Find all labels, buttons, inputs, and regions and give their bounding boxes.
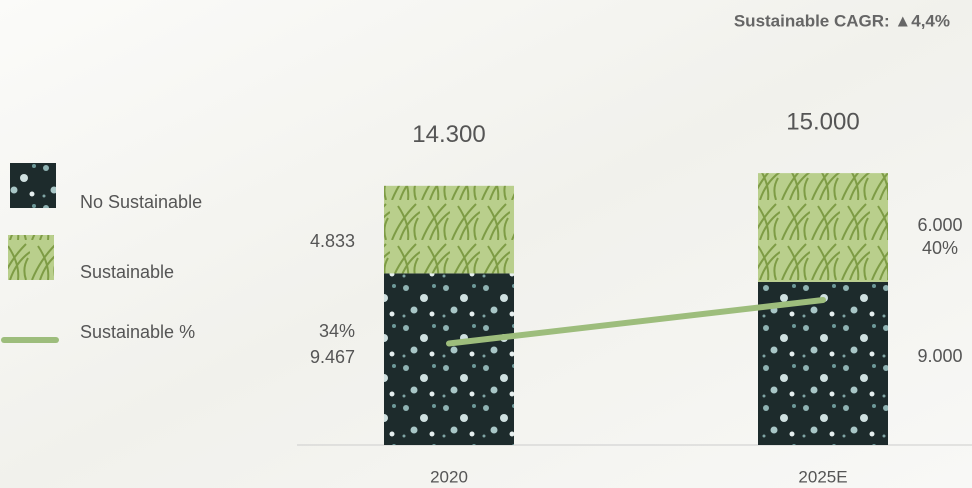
cagr-annotation: Sustainable CAGR: ▲4,4% <box>734 11 950 30</box>
percent-line <box>446 297 826 347</box>
bar-segment <box>758 173 888 282</box>
value-label: 6.000 <box>917 215 962 235</box>
legend-label: Sustainable % <box>80 322 195 342</box>
value-label: 4.833 <box>310 231 355 251</box>
x-tick-label: 2020 <box>430 467 468 486</box>
legend-label: Sustainable <box>80 262 174 282</box>
total-label: 15.000 <box>786 108 859 135</box>
bar-segment <box>384 273 514 445</box>
x-tick-label: 2025E <box>798 467 847 486</box>
value-label: 34% <box>319 321 355 341</box>
total-label: 14.300 <box>412 121 485 148</box>
value-label: 9.000 <box>917 346 962 366</box>
bar-segment <box>758 281 888 445</box>
value-label: 40% <box>922 238 958 258</box>
legend-label: No Sustainable <box>80 192 202 212</box>
bar-segment <box>384 185 514 274</box>
value-label: 9.467 <box>310 347 355 367</box>
legend-swatch <box>8 235 54 280</box>
legend-swatch <box>10 163 56 208</box>
